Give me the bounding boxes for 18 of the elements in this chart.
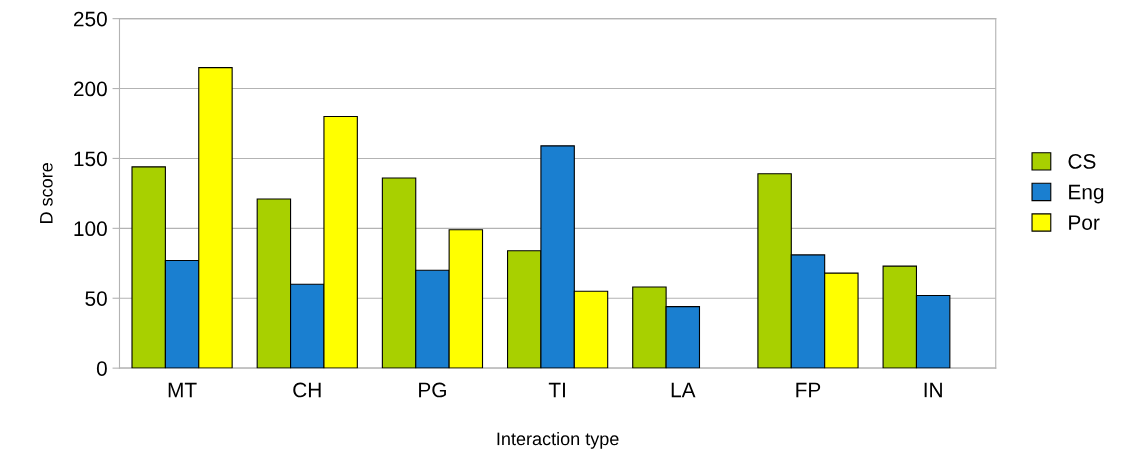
y-tick-label: 150 [74,151,107,167]
x-tick-label: TI [548,382,565,398]
x-tick-label: LA [671,382,696,398]
y-axis-title: D score [40,163,53,224]
x-tick-label: IN [924,382,942,398]
y-tick-label: 200 [73,81,107,97]
y-tick-label: 250 [73,11,107,27]
y-tick-label: 0 [96,361,107,376]
x-tick-label: CH [293,382,321,398]
x-tick-label: FP [796,382,821,398]
y-tick-label: 100 [74,221,107,237]
legend-label: CS [1068,154,1096,169]
y-tick-label: 50 [85,291,107,306]
legend-label: Por [1069,215,1100,230]
x-axis-title: Interaction type [497,432,619,449]
x-tick-label: MT [168,382,197,398]
x-tick-label: PG [419,382,446,398]
legend-label: Eng [1069,184,1104,204]
